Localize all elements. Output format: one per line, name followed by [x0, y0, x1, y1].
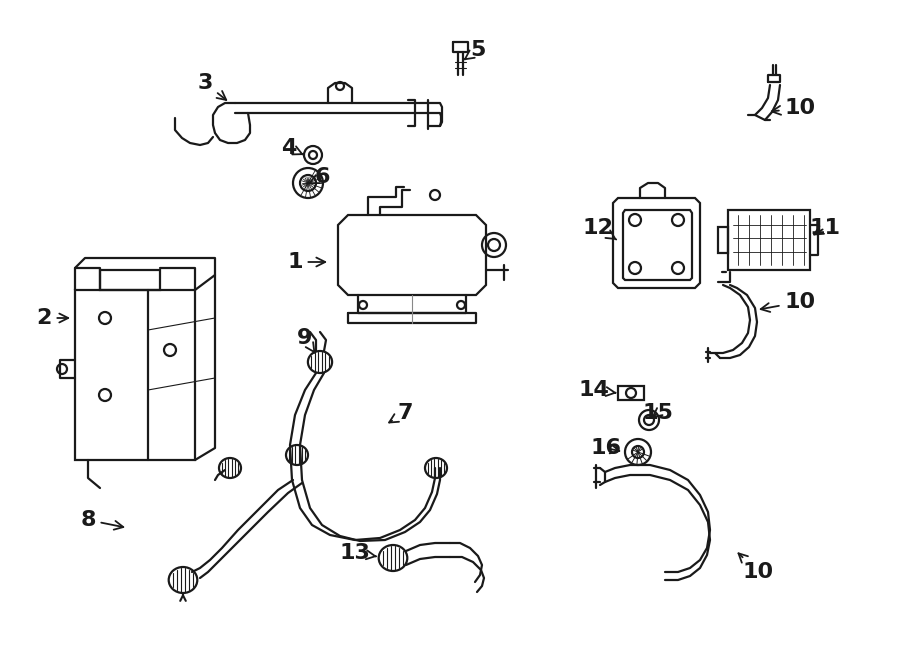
Text: 10: 10 [739, 553, 774, 582]
Ellipse shape [168, 567, 197, 593]
Ellipse shape [286, 445, 308, 465]
Ellipse shape [308, 351, 332, 373]
Text: 4: 4 [282, 138, 302, 158]
Text: 2: 2 [36, 308, 68, 328]
Text: 14: 14 [579, 380, 616, 400]
Text: 5: 5 [464, 40, 486, 60]
Bar [728, 210, 810, 270]
Ellipse shape [219, 458, 241, 478]
Text: 6: 6 [309, 167, 329, 187]
Text: 15: 15 [643, 403, 673, 423]
Text: 8: 8 [80, 510, 123, 530]
Text: 3: 3 [197, 73, 226, 100]
Text: 13: 13 [339, 543, 376, 563]
Text: 9: 9 [297, 328, 315, 353]
Text: 16: 16 [590, 438, 622, 458]
Text: 12: 12 [582, 218, 617, 240]
Text: 10: 10 [760, 292, 815, 312]
Ellipse shape [425, 458, 447, 478]
Ellipse shape [379, 545, 408, 571]
Text: 10: 10 [772, 98, 815, 118]
Bar [618, 386, 644, 400]
Text: 7: 7 [389, 403, 413, 423]
Text: 11: 11 [809, 218, 841, 238]
Text: 1: 1 [287, 252, 325, 272]
